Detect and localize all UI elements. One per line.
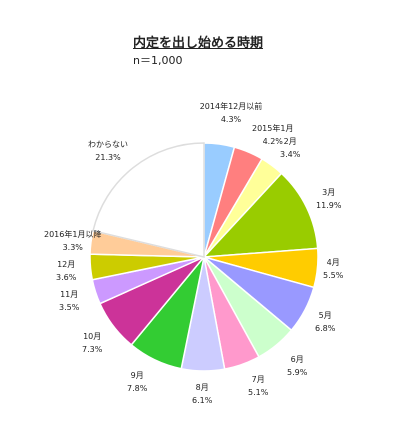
- slice-label-06: 6月 5.9%: [287, 355, 308, 377]
- slice-label-unknown: わからない 21.3%: [88, 140, 128, 162]
- slice-label-04: 4月 5.5%: [323, 258, 344, 280]
- slice-label-02: 2月 3.4%: [280, 137, 301, 159]
- slice-label-2014-12: 2014年12月以前 4.3%: [199, 102, 263, 124]
- slice-label-12: 12月 3.6%: [56, 260, 77, 282]
- slice-label-03: 3月 11.9%: [316, 188, 342, 210]
- slice-label-05: 5月 6.8%: [315, 311, 336, 333]
- chart-title: 内定を出し始める時期: [133, 36, 264, 51]
- slice-label-08: 8月 6.1%: [192, 383, 213, 405]
- slice-label-11: 11月 3.5%: [59, 290, 80, 312]
- slice-label-10: 10月 7.3%: [82, 332, 103, 354]
- slice-label-09: 9月 7.8%: [127, 371, 148, 393]
- slice-label-07: 7月 5.1%: [248, 375, 269, 397]
- slice-label-2016-01: 2016年1月以降 3.3%: [44, 230, 102, 252]
- pie-slice-3: [202, 172, 319, 258]
- slice-label-2015-01: 2015年1月 4.2%: [252, 124, 294, 146]
- pie-slice-14: [92, 142, 205, 258]
- chart-subtitle: n＝1,000: [133, 54, 183, 67]
